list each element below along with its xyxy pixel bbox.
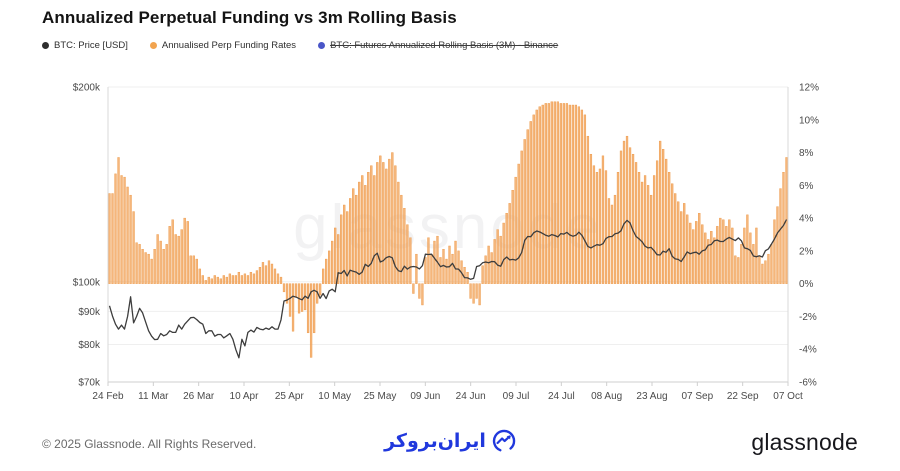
legend: BTC: Price [USD] Annualised Perp Funding… <box>42 40 558 51</box>
legend-label-perp-funding: Annualised Perp Funding Rates <box>161 40 297 51</box>
x-axis-tick-label: 11 Mar <box>138 391 169 402</box>
legend-marker-perp-funding-icon <box>149 42 157 49</box>
copyright-text: © 2025 Glassnode. All Rights Reserved. <box>42 437 257 451</box>
iranbroker-chart-circle-icon <box>492 429 516 452</box>
x-axis-tick-label: 07 Sep <box>681 391 713 402</box>
x-axis-tick-label: 26 Mar <box>183 391 215 402</box>
right-axis-tick-label: -4% <box>799 345 817 356</box>
legend-item-rolling-basis[interactable]: BTC: Futures Annualized Rolling Basis (3… <box>318 40 558 51</box>
x-axis-tick-label: 10 Apr <box>230 391 260 402</box>
right-axis-tick-label: 2% <box>799 246 814 257</box>
legend-item-btc-price[interactable]: BTC: Price [USD] <box>42 40 128 51</box>
x-axis-tick-label: 09 Jul <box>503 391 530 402</box>
glassnode-watermark: glassnode <box>293 193 603 262</box>
x-axis-tick-label: 09 Jun <box>410 391 440 402</box>
left-axis-tick-label: $70k <box>78 378 101 389</box>
axis-labels: $200k $100k $90k $80k $70k 12% 10% 8% 6% 4% 2% 0% -2… <box>73 83 819 403</box>
right-axis-tick-label: -2% <box>799 312 817 323</box>
funding-rate-bars[interactable] <box>108 101 788 358</box>
x-axis-tick-label: 25 May <box>364 391 397 402</box>
legend-label-rolling-basis: BTC: Futures Annualized Rolling Basis (3… <box>330 40 559 51</box>
left-axis-tick-label: $90k <box>78 307 101 318</box>
legend-item-perp-funding[interactable]: Annualised Perp Funding Rates <box>149 40 297 51</box>
x-axis-tick-label: 22 Sep <box>727 391 759 402</box>
right-axis-tick-label: 8% <box>799 148 814 159</box>
iranbroker-logo[interactable]: ایران‌بروکر <box>384 429 516 453</box>
glassnode-wordmark: glassnode <box>751 429 858 455</box>
right-axis-tick-label: 10% <box>799 115 819 126</box>
x-axis-tick-label: 24 Jul <box>548 391 575 402</box>
x-axis-tick-label: 08 Aug <box>591 391 622 402</box>
x-axis-tick-label: 25 Apr <box>275 391 305 402</box>
x-axis-tick-label: 24 Jun <box>456 391 486 402</box>
left-axis-tick-label: $80k <box>78 340 101 351</box>
x-axis-tick-label: 24 Feb <box>92 391 124 402</box>
chart-title: Annualized Perpetual Funding vs 3m Rolli… <box>42 8 457 27</box>
left-axis-tick-label: $100k <box>73 277 101 288</box>
right-axis-tick-label: 12% <box>799 83 819 94</box>
right-axis-tick-label: 4% <box>799 214 814 225</box>
legend-marker-rolling-basis-icon <box>318 42 326 49</box>
x-axis-tick-label: 23 Aug <box>636 391 667 402</box>
x-axis-tick-label: 07 Oct <box>773 391 803 402</box>
right-axis-tick-label: 0% <box>799 279 814 290</box>
plot-borders <box>107 87 789 386</box>
left-axis-tick-label: $200k <box>73 83 101 94</box>
legend-marker-btc-price-icon <box>42 42 49 49</box>
x-axis-tick-label: 10 May <box>318 391 351 402</box>
right-axis-tick-label: 6% <box>799 181 814 192</box>
btc-price-line[interactable] <box>108 219 788 359</box>
iranbroker-logo-text: ایران‌بروکر <box>384 430 486 452</box>
right-axis-tick-label: -6% <box>799 378 817 389</box>
legend-label-btc-price: BTC: Price [USD] <box>54 40 128 51</box>
